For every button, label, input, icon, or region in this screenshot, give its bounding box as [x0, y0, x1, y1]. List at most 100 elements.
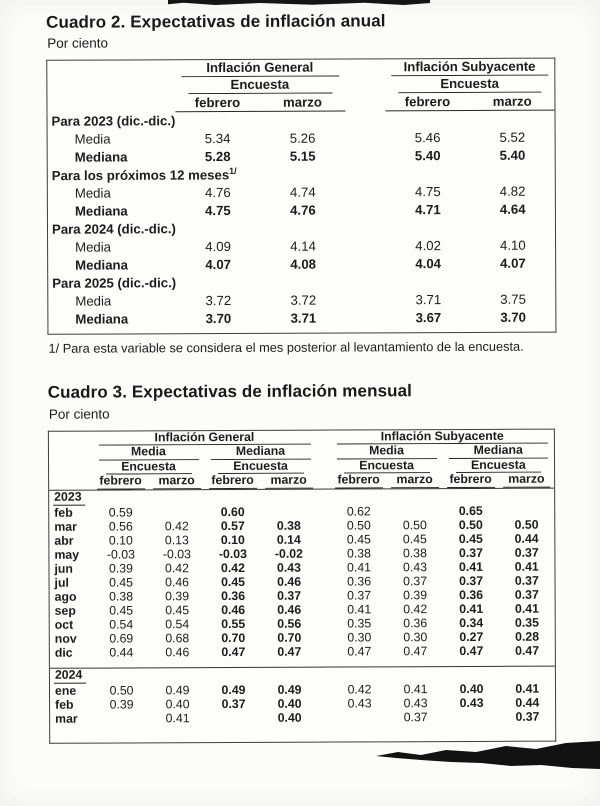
c3-value	[206, 711, 262, 725]
c3-month-row-label: dic	[54, 646, 73, 660]
c2-group-header: Inflación Subyacente	[385, 58, 555, 76]
c3-value: 0.41	[515, 682, 540, 696]
c3-value: 0.44	[514, 532, 539, 546]
c3-value	[444, 710, 500, 724]
c2-pad-row	[48, 327, 556, 335]
c2-group-label: Inflación Subyacente	[390, 59, 549, 76]
c3-value: 0.45	[109, 575, 134, 590]
c3-value: 0.40	[277, 711, 302, 725]
c2-data-row: Media 4.76 4.74 4.75 4.82	[47, 183, 555, 203]
c2-encuesta-label: Encuesta	[187, 77, 332, 94]
c3-month-row-label: feb	[54, 506, 73, 520]
c2-data-row: Mediana 4.75 4.76 4.71 4.64	[47, 201, 555, 221]
c2-gap	[345, 130, 385, 148]
c3-value: -0.03	[162, 547, 191, 562]
c2-value: 4.71	[415, 202, 441, 218]
c3-year-label: 2023	[53, 490, 86, 506]
c2-value: 5.40	[414, 148, 441, 164]
c3-value: 0.50	[346, 518, 371, 533]
c3-gap	[317, 645, 331, 659]
c3-value: 0.50	[514, 518, 539, 532]
c3-group-label: Inflación General	[98, 430, 311, 446]
c3-value: 0.14	[276, 533, 301, 547]
c3-value: 0.45	[221, 575, 246, 589]
c2-section-row: Para 2023 (dic.-dic.)	[47, 110, 555, 131]
c3-value: 0.46	[221, 603, 246, 617]
c3-stat-label: Media	[336, 444, 437, 460]
c3-month-label: marzo	[152, 474, 201, 489]
c2-group-header: Inflación General	[175, 59, 345, 77]
c3-value: 0.68	[165, 631, 190, 646]
c3-value: -0.03	[218, 547, 247, 561]
c3-value: 0.37	[403, 710, 428, 725]
c3-value: 0.42	[403, 602, 428, 617]
c3-value: 0.34	[459, 616, 484, 630]
c2-stat-label: Mediana	[75, 311, 129, 327]
c3-value: 0.45	[402, 532, 427, 547]
c3-value: 0.50	[458, 518, 483, 532]
c2-corner	[47, 78, 175, 96]
c3-value: 0.46	[165, 575, 190, 590]
c3-gap	[317, 575, 331, 589]
c2-encuesta-header: Encuesta	[175, 77, 345, 95]
cuadro3-table: Inflación General Inflación Subyacente Med…	[47, 428, 557, 744]
c3-value: 0.45	[458, 532, 483, 546]
c3-value: 0.38	[109, 589, 134, 604]
cuadro2-footnote: 1/ Para esta variable se considera el me…	[48, 338, 524, 357]
c3-value: 0.37	[277, 589, 302, 603]
c3-month-header: marzo	[499, 473, 555, 488]
c3-month-label: febrero	[208, 474, 257, 489]
c3-value: 0.37	[221, 697, 246, 711]
c3-month-header: febrero	[205, 474, 261, 489]
c3-encuesta-header: Encuesta	[205, 459, 317, 475]
c2-value: 4.09	[205, 238, 231, 255]
c3-year-label: 2024	[53, 668, 87, 684]
c3-value: 0.54	[165, 617, 190, 632]
c2-value: 3.70	[205, 310, 232, 327]
c3-group-header: Inflación Subyacente	[330, 429, 554, 445]
c2-value: 4.74	[289, 184, 316, 200]
c3-value	[261, 505, 317, 519]
c2-value: 4.04	[415, 256, 442, 272]
c3-gap	[316, 430, 330, 445]
c3-value: 0.54	[109, 617, 134, 632]
c3-gap	[317, 533, 331, 547]
c3-group-header: Inflación General	[92, 430, 316, 446]
c3-value: 0.37	[515, 710, 540, 724]
c3-data-row: feb 0.39 0.40 0.37 0.40 0.43 0.43 0.43 0.44	[50, 696, 556, 712]
c3-gap	[318, 697, 332, 711]
c2-data-row: Media 5.34 5.26 5.46 5.52	[47, 129, 555, 149]
c3-value: 0.47	[221, 645, 246, 659]
c3-month-label: febrero	[96, 474, 145, 490]
cuadro3-title: Cuadro 3. Expectativas de inflación mens…	[47, 381, 413, 403]
c3-value: 0.37	[514, 546, 539, 560]
c3-month-header: febrero	[443, 473, 499, 488]
c3-gap	[317, 617, 331, 631]
c2-section-row: Para los próximos 12 meses1/	[47, 165, 555, 185]
c2-stat-label: Media	[74, 185, 111, 201]
c3-value: 0.37	[458, 546, 483, 560]
c2-value: 3.71	[415, 292, 442, 308]
cuadro2-table: Inflación General Inflación Subyacente Enc…	[46, 57, 557, 336]
c2-section-row: Para 2024 (dic.-dic.)	[47, 219, 555, 239]
c3-value: 0.49	[221, 683, 246, 697]
c2-stat-label: Mediana	[74, 149, 128, 165]
c2-gap	[345, 148, 385, 166]
c3-value: 0.36	[403, 616, 428, 631]
c2-value: 4.10	[499, 237, 526, 253]
c3-stat-header: Mediana	[204, 445, 316, 460]
c3-gap	[317, 603, 331, 617]
c2-value: 4.75	[414, 184, 441, 200]
c3-month-row-label: ene	[54, 684, 77, 698]
c3-value: 0.38	[276, 519, 301, 533]
c2-gap	[345, 59, 385, 77]
c3-value: 0.30	[403, 630, 428, 645]
c2-value: 3.70	[500, 309, 527, 325]
c3-month-label: marzo	[390, 473, 439, 488]
c3-value: 0.41	[347, 602, 372, 617]
c3-gap	[317, 519, 331, 533]
c3-value: 0.43	[276, 561, 301, 575]
c3-value	[499, 504, 555, 518]
c2-value: 4.02	[415, 238, 441, 254]
c3-value: 0.36	[347, 574, 372, 589]
